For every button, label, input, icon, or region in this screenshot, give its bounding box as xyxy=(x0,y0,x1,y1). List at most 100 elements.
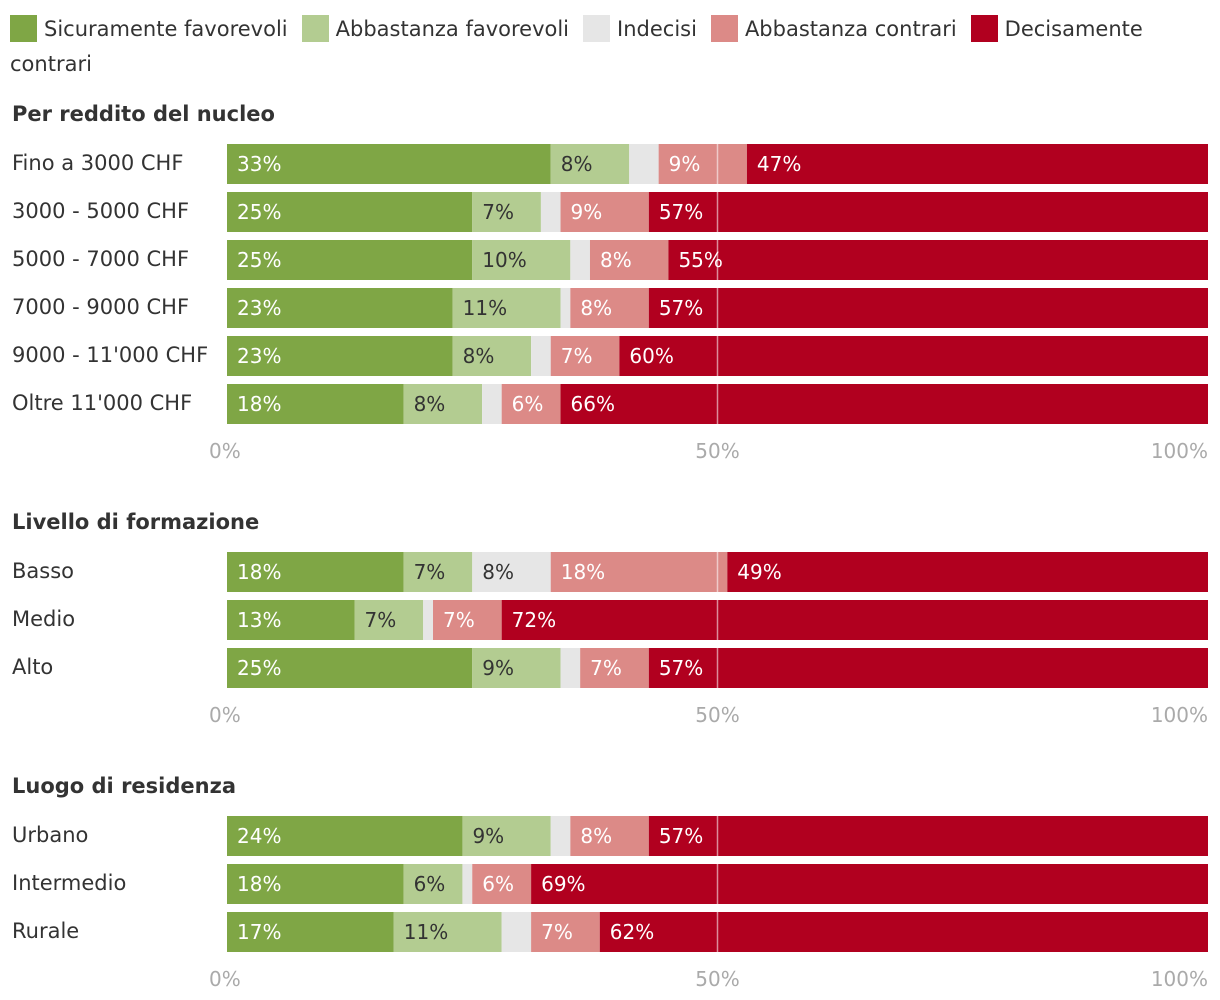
bar-segment xyxy=(462,864,473,904)
legend-label: Sicuramente favorevoli xyxy=(44,17,288,41)
legend-swatch xyxy=(10,15,37,42)
data-label: 23% xyxy=(237,344,281,368)
bar-segment xyxy=(423,600,434,640)
panel-title: Per reddito del nucleo xyxy=(12,102,275,126)
bar-segment xyxy=(403,552,473,592)
bar-segment xyxy=(501,600,1208,640)
data-label: 8% xyxy=(482,560,514,584)
data-label: 9% xyxy=(571,200,603,224)
tick-label: 0% xyxy=(209,967,241,991)
bar-segment xyxy=(531,912,600,952)
bar-segment xyxy=(227,240,473,280)
data-label: 57% xyxy=(659,824,703,848)
category-label: Fino a 3000 CHF xyxy=(12,151,183,175)
bar-segment xyxy=(501,384,561,424)
category-label: Rurale xyxy=(12,919,79,943)
bar-segment xyxy=(540,192,561,232)
tick-label: 0% xyxy=(209,439,241,463)
bar-segment xyxy=(746,144,1208,184)
bar-segment xyxy=(433,600,502,640)
data-label: 7% xyxy=(414,560,446,584)
legend-label: Indecisi xyxy=(617,17,697,41)
legend-label: Abbastanza contrari xyxy=(744,17,957,41)
bar-segment xyxy=(550,816,571,856)
bar-segment xyxy=(227,912,394,952)
bar-segment xyxy=(227,192,473,232)
data-label: 47% xyxy=(757,152,801,176)
bar-segment xyxy=(580,648,649,688)
tick-label: 50% xyxy=(695,703,739,727)
category-label: 7000 - 9000 CHF xyxy=(12,295,189,319)
bar-segment xyxy=(648,648,1208,688)
data-label: 18% xyxy=(237,560,281,584)
category-label: Alto xyxy=(12,655,53,679)
bar-segment xyxy=(560,192,649,232)
category-label: 9000 - 11'000 CHF xyxy=(12,343,208,367)
tick-label: 0% xyxy=(209,703,241,727)
category-label: 5000 - 7000 CHF xyxy=(12,247,189,271)
tick-label: 50% xyxy=(695,967,739,991)
bar-segment xyxy=(570,240,590,280)
data-label: 33% xyxy=(237,152,281,176)
tick-label: 100% xyxy=(1151,967,1208,991)
legend-swatch xyxy=(301,15,329,42)
bar-segment xyxy=(472,240,571,280)
data-label: 9% xyxy=(472,824,504,848)
data-label: 11% xyxy=(404,920,448,944)
bar-segment xyxy=(227,288,453,328)
bar-segment xyxy=(629,144,659,184)
bar-segment xyxy=(531,336,551,376)
chart-legend: Sicuramente favorevoli Abbastanza favorev… xyxy=(10,12,1205,82)
category-label: Medio xyxy=(12,607,75,631)
data-label: 18% xyxy=(237,872,281,896)
data-label: 69% xyxy=(541,872,585,896)
data-label: 62% xyxy=(610,920,654,944)
bar-segment xyxy=(354,600,424,640)
bar-segment xyxy=(570,288,649,328)
bar-segment xyxy=(462,816,551,856)
legend-swatch xyxy=(970,15,998,42)
data-label: 7% xyxy=(365,608,397,632)
bar-segment xyxy=(531,864,1208,904)
data-label: 18% xyxy=(237,392,281,416)
bar-segment xyxy=(482,384,502,424)
bar-segment xyxy=(648,192,1208,232)
bar-segment xyxy=(227,600,355,640)
data-label: 57% xyxy=(659,296,703,320)
bar-segment xyxy=(658,144,747,184)
data-label: 8% xyxy=(414,392,446,416)
legend-item: Abbastanza contrari xyxy=(710,15,957,42)
bar-segment xyxy=(403,864,463,904)
data-label: 55% xyxy=(678,248,722,272)
bar-segment xyxy=(599,912,1208,952)
category-label: Intermedio xyxy=(12,871,126,895)
bar-segment xyxy=(227,864,404,904)
bar-segment xyxy=(550,144,630,184)
data-label: 13% xyxy=(237,608,281,632)
tick-label: 100% xyxy=(1151,703,1208,727)
bar-segment xyxy=(619,336,1208,376)
data-label: 6% xyxy=(414,872,446,896)
bar-segment xyxy=(550,336,620,376)
legend-swatch xyxy=(710,15,738,42)
bar-segment xyxy=(570,816,649,856)
data-label: 8% xyxy=(561,152,593,176)
legend-item: Abbastanza favorevoli xyxy=(301,15,569,42)
data-label: 6% xyxy=(512,392,544,416)
data-label: 9% xyxy=(669,152,701,176)
data-label: 57% xyxy=(659,200,703,224)
legend-swatch xyxy=(583,15,611,42)
bar-segment xyxy=(589,240,669,280)
bar-segment xyxy=(648,288,1208,328)
legend-item: Sicuramente favorevoli xyxy=(10,15,288,42)
data-label: 7% xyxy=(590,656,622,680)
bar-segment xyxy=(452,288,561,328)
bar-segment xyxy=(227,816,463,856)
category-label: Urbano xyxy=(12,823,88,847)
bar-segment xyxy=(727,552,1208,592)
data-label: 60% xyxy=(629,344,673,368)
bar-segment xyxy=(668,240,1208,280)
category-label: Oltre 11'000 CHF xyxy=(12,391,192,415)
bar-segment xyxy=(227,144,551,184)
